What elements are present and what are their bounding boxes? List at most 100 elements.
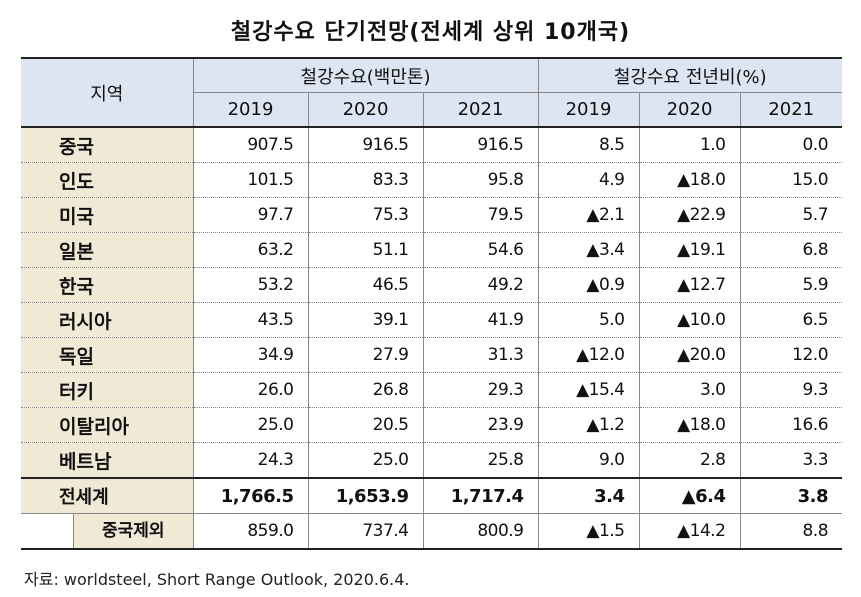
demand-value-cell: 54.6: [423, 232, 539, 268]
table-row: 러시아 43.5 39.1 41.9 5.0 ▲10.0 6.5: [21, 302, 843, 338]
year-header: 2021: [423, 92, 539, 128]
growth-value-cell: ▲18.0: [639, 407, 741, 443]
demand-value-cell: 63.2: [193, 232, 309, 268]
growth-value-cell: 1.0: [639, 127, 741, 163]
growth-value-cell: 3.8: [740, 477, 843, 514]
growth-value-cell: ▲15.4: [538, 372, 640, 408]
demand-value-cell: 859.0: [193, 513, 309, 550]
growth-value-cell: 2.8: [639, 442, 741, 479]
table-row: 일본 63.2 51.1 54.6 ▲3.4 ▲19.1 6.8: [21, 232, 843, 268]
demand-value-cell: 29.3: [423, 372, 539, 408]
growth-value-cell: ▲14.2: [639, 513, 741, 550]
table-row: 베트남 24.3 25.0 25.8 9.0 2.8 3.3: [21, 442, 843, 479]
table-row: 인도 101.5 83.3 95.8 4.9 ▲18.0 15.0: [21, 162, 843, 198]
demand-value-cell: 97.7: [193, 197, 309, 233]
demand-value-cell: 43.5: [193, 302, 309, 338]
demand-value-cell: 53.2: [193, 267, 309, 303]
region-label: 중국: [21, 127, 194, 163]
year-header: 2019: [193, 92, 309, 128]
region-label: 일본: [21, 232, 194, 268]
demand-value-cell: 27.9: [308, 337, 424, 373]
demand-value-cell: 25.0: [308, 442, 424, 479]
region-label: 러시아: [21, 302, 194, 338]
growth-value-cell: ▲2.1: [538, 197, 640, 233]
demand-value-cell: 23.9: [423, 407, 539, 443]
growth-value-cell: ▲0.9: [538, 267, 640, 303]
demand-value-cell: 916.5: [308, 127, 424, 163]
growth-value-cell: 3.0: [639, 372, 741, 408]
demand-value-cell: 24.3: [193, 442, 309, 479]
year-header: 2020: [308, 92, 424, 128]
demand-value-cell: 49.2: [423, 267, 539, 303]
table-row: 미국 97.7 75.3 79.5 ▲2.1 ▲22.9 5.7: [21, 197, 843, 233]
growth-value-cell: 8.8: [740, 513, 843, 550]
table-body: 중국 907.5 916.5 916.5 8.5 1.0 0.0 인도 101.5 83.3 95.…: [21, 127, 843, 550]
demand-value-cell: 907.5: [193, 127, 309, 163]
growth-value-cell: 5.9: [740, 267, 843, 303]
growth-value-cell: ▲10.0: [639, 302, 741, 338]
table-row: 독일 34.9 27.9 31.3 ▲12.0 ▲20.0 12.0: [21, 337, 843, 373]
table-row: 중국 907.5 916.5 916.5 8.5 1.0 0.0: [21, 127, 843, 163]
growth-value-cell: 12.0: [740, 337, 843, 373]
demand-value-cell: 26.0: [193, 372, 309, 408]
table-row: 터키 26.0 26.8 29.3 ▲15.4 3.0 9.3: [21, 372, 843, 408]
table-row: 한국 53.2 46.5 49.2 ▲0.9 ▲12.7 5.9: [21, 267, 843, 303]
table-row: 이탈리아 25.0 20.5 23.9 ▲1.2 ▲18.0 16.6: [21, 407, 843, 443]
demand-value-cell: 1,717.4: [423, 477, 539, 514]
growth-value-cell: 5.7: [740, 197, 843, 233]
region-label: 베트남: [21, 442, 194, 479]
demand-value-cell: 95.8: [423, 162, 539, 198]
demand-value-cell: 800.9: [423, 513, 539, 550]
demand-value-cell: 737.4: [308, 513, 424, 550]
growth-value-cell: 4.9: [538, 162, 640, 198]
region-label: 터키: [21, 372, 194, 408]
demand-value-cell: 26.8: [308, 372, 424, 408]
growth-value-cell: 8.5: [538, 127, 640, 163]
growth-value-cell: 9.3: [740, 372, 843, 408]
total-row: 전세계 1,766.5 1,653.9 1,717.4 3.4 ▲6.4 3.8: [21, 477, 843, 514]
demand-value-cell: 25.8: [423, 442, 539, 479]
growth-value-cell: 15.0: [740, 162, 843, 198]
growth-value-cell: ▲19.1: [639, 232, 741, 268]
table-header: 지역 철강수요(백만톤) 철강수요 전년비(%) 2019 2020 2021 …: [21, 57, 843, 128]
growth-group-header: 철강수요 전년비(%): [538, 57, 843, 93]
demand-value-cell: 1,766.5: [193, 477, 309, 514]
demand-value-cell: 25.0: [193, 407, 309, 443]
year-header: 2020: [639, 92, 741, 128]
demand-value-cell: 20.5: [308, 407, 424, 443]
growth-value-cell: 6.5: [740, 302, 843, 338]
growth-value-cell: 6.8: [740, 232, 843, 268]
demand-value-cell: 75.3: [308, 197, 424, 233]
table-title: 철강수요 단기전망(전세계 상위 10개국): [230, 20, 631, 45]
demand-value-cell: 41.9: [423, 302, 539, 338]
demand-value-cell: 1,653.9: [308, 477, 424, 514]
excl-china-row: 중국제외 859.0 737.4 800.9 ▲1.5 ▲14.2 8.8: [21, 513, 843, 550]
region-label: 독일: [21, 337, 194, 373]
growth-value-cell: ▲1.2: [538, 407, 640, 443]
source-note: 자료: worldsteel, Short Range Outlook, 202…: [24, 570, 410, 589]
growth-value-cell: ▲6.4: [639, 477, 741, 514]
growth-value-cell: ▲22.9: [639, 197, 741, 233]
year-header: 2021: [740, 92, 843, 128]
demand-value-cell: 46.5: [308, 267, 424, 303]
demand-value-cell: 83.3: [308, 162, 424, 198]
demand-value-cell: 34.9: [193, 337, 309, 373]
growth-value-cell: ▲12.7: [639, 267, 741, 303]
region-label: 전세계: [21, 477, 194, 514]
growth-value-cell: 5.0: [538, 302, 640, 338]
demand-value-cell: 39.1: [308, 302, 424, 338]
growth-value-cell: 9.0: [538, 442, 640, 479]
growth-value-cell: 16.6: [740, 407, 843, 443]
growth-value-cell: ▲18.0: [639, 162, 741, 198]
demand-value-cell: 31.3: [423, 337, 539, 373]
demand-group-header: 철강수요(백만톤): [193, 57, 539, 93]
growth-value-cell: ▲12.0: [538, 337, 640, 373]
region-cell: 중국제외: [21, 513, 194, 550]
steel-demand-table: 지역 철강수요(백만톤) 철강수요 전년비(%) 2019 2020 2021 …: [21, 57, 843, 550]
region-label: 중국제외: [73, 514, 192, 548]
growth-value-cell: 0.0: [740, 127, 843, 163]
region-label: 인도: [21, 162, 194, 198]
year-header: 2019: [538, 92, 640, 128]
demand-value-cell: 79.5: [423, 197, 539, 233]
region-label: 미국: [21, 197, 194, 233]
